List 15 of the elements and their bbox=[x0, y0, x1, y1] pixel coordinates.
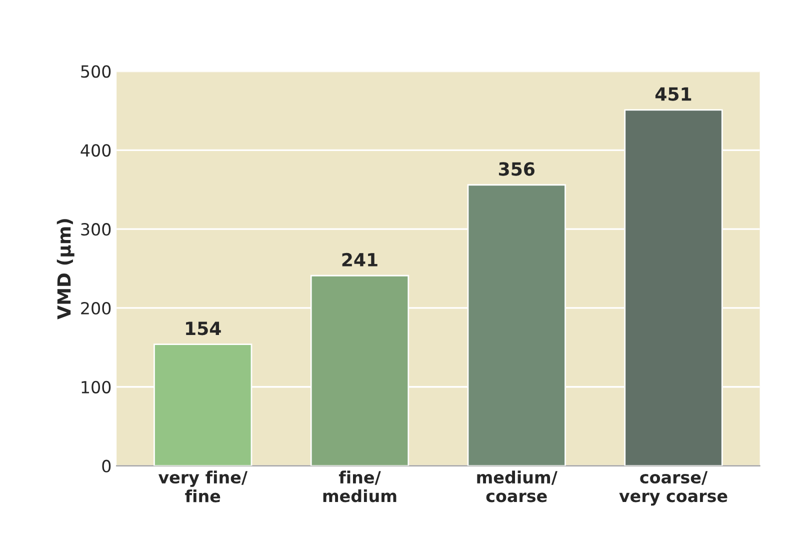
y-tick-label: 300 bbox=[81, 223, 111, 236]
data-label: 356 bbox=[498, 162, 534, 176]
data-label: 154 bbox=[186, 322, 221, 336]
y-tick-label: 100 bbox=[82, 380, 111, 394]
x-tick-label: medium/ coarse bbox=[477, 470, 558, 502]
data-label: 451 bbox=[655, 87, 692, 101]
y-tick-label: 200 bbox=[81, 302, 111, 315]
x-tick-label: coarse/ very coarse bbox=[619, 471, 728, 506]
y-tick-label: 400 bbox=[80, 144, 111, 157]
x-tick-label: fine/ medium bbox=[323, 470, 396, 502]
y-tick-label: 0 bbox=[102, 460, 111, 472]
y-axis-title: VMD (µm) bbox=[56, 219, 74, 320]
data-label: 241 bbox=[342, 252, 378, 266]
y-tick-label: 500 bbox=[81, 65, 111, 78]
x-tick-label: very fine/ fine bbox=[158, 470, 248, 502]
